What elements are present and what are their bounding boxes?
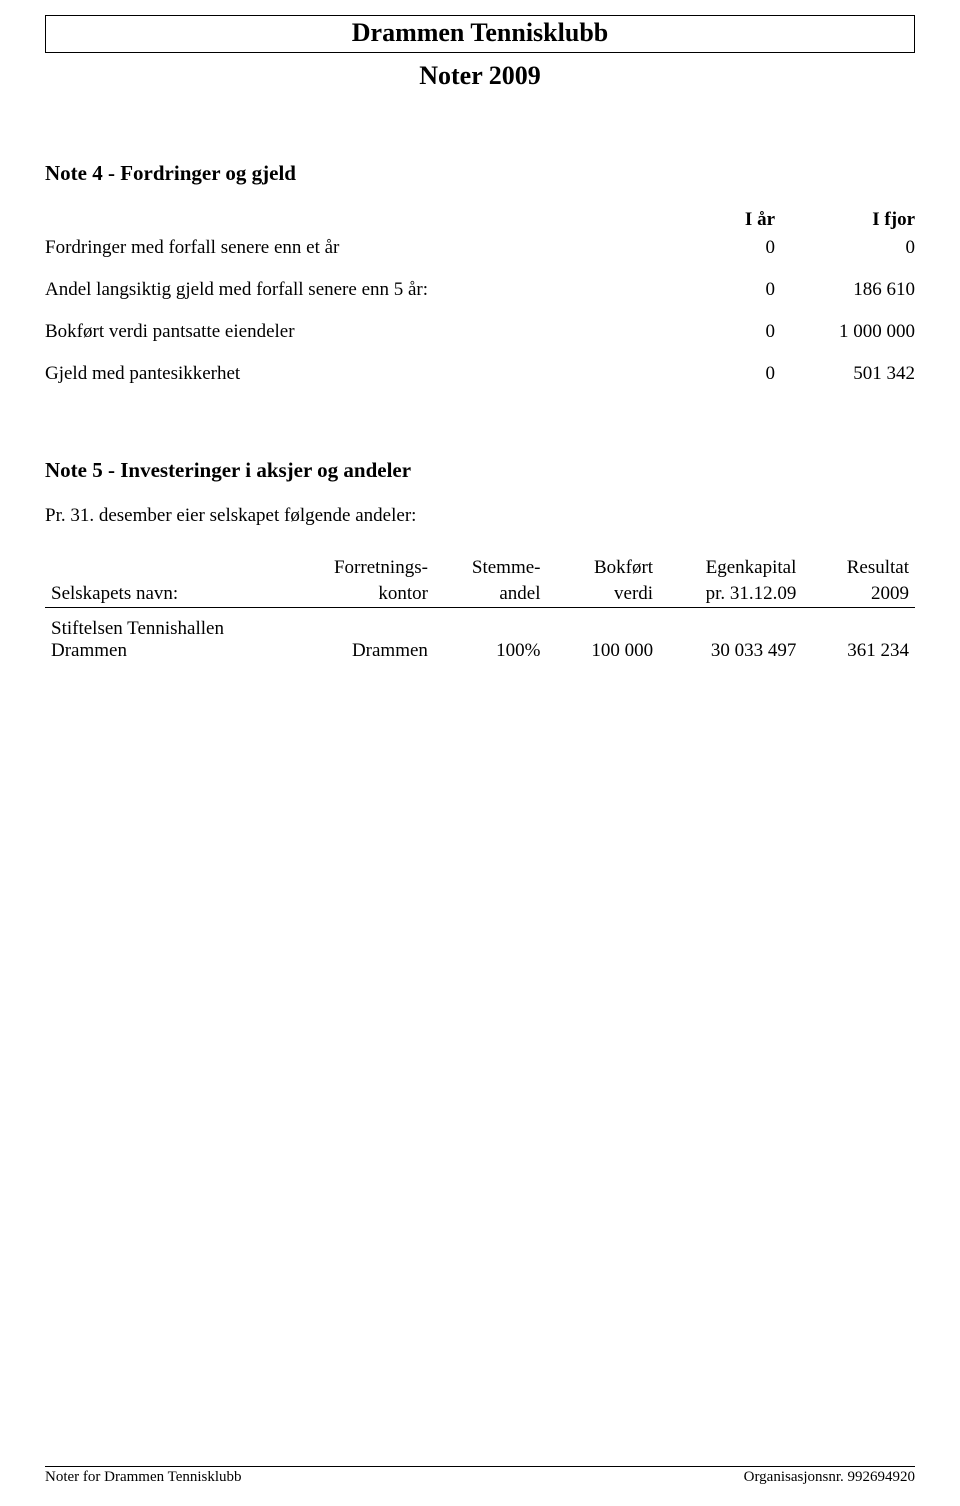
table-row: Gjeld med pantesikkerhet 0 501 342 [45,360,915,388]
note4-col-year: I år [635,206,775,234]
row-value: 0 [635,234,775,262]
note4-col-prev: I fjor [775,206,915,234]
row-value: 186 610 [775,276,915,304]
table-row: Fordringer med forfall senere enn et år … [45,234,915,262]
holding-office: Drammen [291,616,434,664]
holding-name-l2: Drammen [51,640,127,661]
col-book-l1: Bokført [547,555,660,581]
col-equity-l1: Egenkapital [659,555,802,581]
col-office-l2: kontor [291,581,434,608]
col-book-l2: verdi [547,581,660,608]
footer-right: Organisasjonsnr. 992694920 [744,1469,915,1486]
doc-title: Noter 2009 [45,61,915,91]
note4-heading: Note 4 - Fordringer og gjeld [45,161,915,186]
note5-heading: Note 5 - Investeringer i aksjer og andel… [45,458,915,483]
table-row: Andel langsiktig gjeld med forfall sener… [45,276,915,304]
note4-table: I år I fjor Fordringer med forfall sener… [45,206,915,388]
col-equity-l2: pr. 31.12.09 [659,581,802,608]
row-value: 0 [635,360,775,388]
col-office-l1: Forretnings- [291,555,434,581]
row-value: 0 [635,276,775,304]
col-result-l1: Resultat [802,555,915,581]
page-footer: Noter for Drammen Tennisklubb Organisasj… [45,1466,915,1486]
row-label: Gjeld med pantesikkerhet [45,360,635,388]
row-value: 1 000 000 [775,318,915,346]
row-value: 0 [635,318,775,346]
table-row: Stiftelsen Tennishallen Drammen Drammen … [45,616,915,664]
row-value: 0 [775,234,915,262]
holding-result: 361 234 [802,616,915,664]
note5-table: Forretnings- Stemme- Bokført Egenkapital… [45,555,915,664]
holding-vote: 100% [434,616,547,664]
row-label: Fordringer med forfall senere enn et år [45,234,635,262]
holding-book: 100 000 [547,616,660,664]
row-value: 501 342 [775,360,915,388]
col-vote-l1: Stemme- [434,555,547,581]
col-result-l2: 2009 [802,581,915,608]
row-label: Bokført verdi pantsatte eiendeler [45,318,635,346]
row-label: Andel langsiktig gjeld med forfall sener… [45,276,635,304]
org-name: Drammen Tennisklubb [352,18,608,47]
footer-left: Noter for Drammen Tennisklubb [45,1469,242,1486]
title-box: Drammen Tennisklubb [45,15,915,53]
holding-name-l1: Stiftelsen Tennishallen [51,618,224,639]
holding-equity: 30 033 497 [659,616,802,664]
table-row: Bokført verdi pantsatte eiendeler 0 1 00… [45,318,915,346]
note5-intro: Pr. 31. desember eier selskapet følgende… [45,505,915,527]
col-vote-l2: andel [434,581,547,608]
col-name-label: Selskapets navn: [45,581,291,608]
